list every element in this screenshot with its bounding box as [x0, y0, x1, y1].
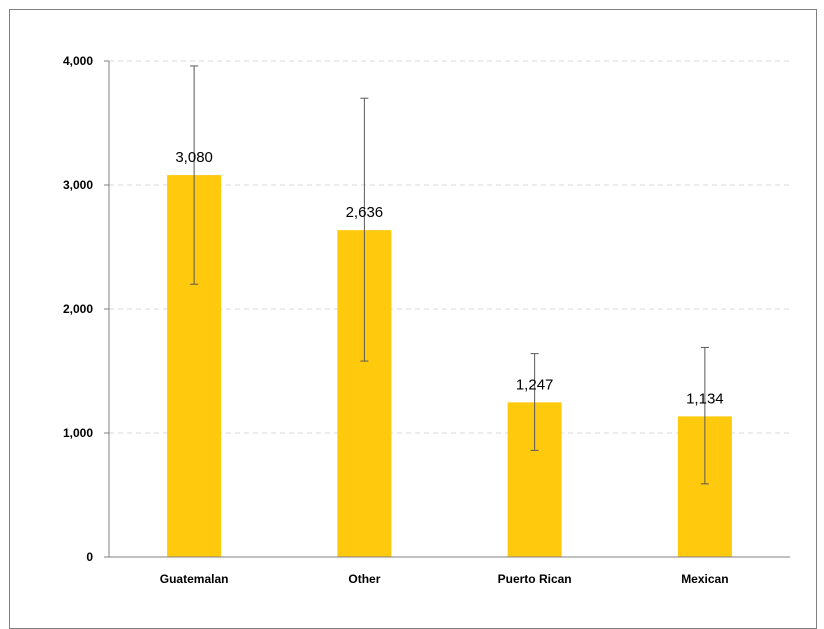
y-tick-label: 0	[86, 550, 93, 564]
y-tick-label: 4,000	[63, 54, 93, 68]
axes	[104, 60, 790, 558]
x-tick-label: Mexican	[681, 572, 728, 586]
gridlines	[109, 60, 790, 434]
data-label: 2,636	[346, 204, 384, 221]
data-label: 1,247	[516, 376, 554, 393]
y-tick-label: 3,000	[63, 178, 93, 192]
bars	[167, 175, 732, 558]
y-tick-label: 1,000	[63, 426, 93, 440]
error-bars	[190, 65, 709, 485]
x-tick-label: Guatemalan	[160, 572, 229, 586]
x-tick-label: Puerto Rican	[498, 572, 572, 586]
data-label: 3,080	[175, 149, 213, 166]
y-tick-label: 2,000	[63, 302, 93, 316]
data-label: 1,134	[686, 390, 724, 407]
labels: 0 1,000 2,000 3,000 4,000 3,080 Guatemalan 2,63…	[63, 54, 729, 586]
x-tick-label: Other	[348, 572, 380, 586]
